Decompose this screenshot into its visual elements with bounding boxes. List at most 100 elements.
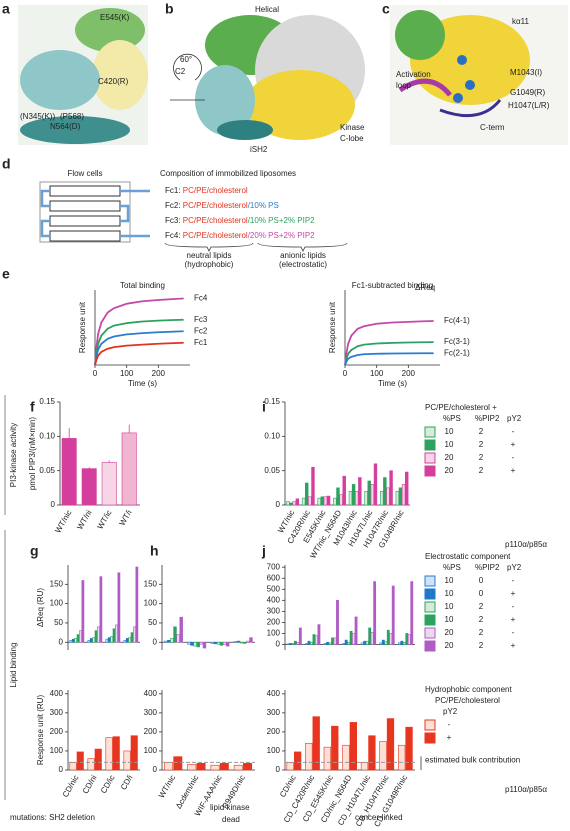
legend-cell: 20 (445, 628, 454, 637)
legend-cell: 20 (445, 641, 454, 650)
series-line (94, 318, 184, 366)
legend-cell: 2 (479, 427, 484, 436)
bar (226, 641, 230, 647)
series-line (344, 341, 434, 366)
x-axis-label: Time (s) (378, 379, 407, 388)
y-tick-label: 100 (144, 599, 158, 608)
liposome-part: /10% PS+2% PIP2 (248, 216, 315, 225)
liposome-row: Fc3: PC/PE/cholesterol/10% PS+2% PIP2 (165, 216, 315, 225)
x-tick-label: WT/nic (157, 774, 177, 800)
bar (105, 737, 113, 771)
chart-title: Fc1-subtracted binding (352, 281, 433, 290)
bar (384, 641, 388, 645)
legend-cell: 10 (445, 615, 454, 624)
legend-cell: 10 (445, 427, 454, 436)
x-tick-label: 0 (343, 369, 348, 378)
legend-cell: 2 (479, 440, 484, 449)
liposome-part: /20% PS+2% PIP2 (248, 231, 315, 240)
legend-cell: 2 (479, 466, 484, 475)
panel-label: b (165, 1, 174, 17)
y-tick-label: 0.15 (264, 397, 280, 406)
bar (349, 630, 353, 645)
legend-cell: 2 (479, 602, 484, 611)
bar (293, 751, 302, 771)
bar (167, 640, 171, 643)
y-tick-label: 0 (59, 637, 64, 646)
bar (69, 762, 77, 771)
bar (355, 490, 359, 506)
panel-label: j (261, 543, 266, 559)
y-tick-label: 400 (267, 595, 281, 604)
y-axis-label: Response unit (RU) (36, 695, 45, 766)
bar (301, 497, 306, 506)
y-axis-label: pmol PIP3/(nM×min) (28, 417, 37, 490)
bar (354, 616, 358, 645)
y-tick-label: 700 (267, 562, 281, 571)
bar (333, 497, 337, 506)
panel-label: f (30, 399, 35, 415)
bar (364, 490, 368, 506)
legend-title: Electrostatic component (425, 552, 511, 561)
structure-label: Activation (396, 70, 431, 79)
x-tick-label: 0 (93, 369, 98, 378)
bar (358, 477, 362, 506)
bar (236, 640, 241, 643)
liposome-row: Fc2: PC/PE/cholesterol/10% PS (165, 201, 279, 210)
bar (133, 626, 136, 643)
series-label: Fc1 (194, 338, 208, 347)
bar (405, 633, 409, 645)
structure-label: 60° (180, 55, 192, 64)
bar (176, 634, 180, 643)
series-line (94, 341, 184, 366)
bar (380, 490, 384, 506)
bar (123, 750, 131, 771)
legend-column: pY2 (507, 414, 522, 423)
structure-label: kα11 (512, 17, 529, 26)
bar (323, 496, 328, 506)
bar (295, 498, 300, 506)
structure-label: G1049(R) (510, 88, 545, 97)
y-tick-label: 500 (267, 584, 281, 593)
bar (94, 630, 98, 643)
bar (360, 762, 369, 771)
structure-label: C-term (480, 123, 505, 132)
bar (308, 496, 312, 506)
note: p110α/p85α (505, 785, 547, 794)
y-tick-label: 600 (267, 573, 281, 582)
bar (291, 643, 295, 645)
y-tick-label: 200 (267, 727, 281, 736)
bar (196, 763, 206, 771)
x-tick-label: CD/i (119, 773, 135, 791)
bar (326, 641, 330, 645)
panel-label: c (382, 1, 390, 17)
series-line (344, 320, 434, 366)
bar (164, 762, 173, 771)
legend-column: pY2 (507, 563, 522, 572)
chart-title: Total binding (120, 281, 165, 290)
bar (342, 744, 350, 771)
bar (125, 638, 129, 643)
legend-cell: + (511, 615, 516, 624)
bar (317, 497, 321, 506)
bottom-label: dead (222, 815, 240, 824)
side-label: Lipid binding (9, 643, 18, 688)
liposome-part: Fc4: (165, 231, 183, 240)
structure-label: (N345(K)) (20, 112, 55, 121)
series-label: Fc(3-1) (444, 337, 470, 346)
legend-cell: + (511, 440, 516, 449)
legend-subtitle: PC/PE/cholesterol (435, 696, 500, 705)
legend-cell: + (447, 733, 452, 742)
bar (395, 490, 400, 506)
bar (386, 629, 390, 645)
bar (123, 640, 127, 643)
bar (81, 468, 97, 506)
bar (328, 642, 332, 645)
legend-cell: - (448, 720, 451, 729)
series-line (344, 352, 434, 366)
comp-title: Composition of immobilized liposomes (160, 169, 296, 178)
y-tick-label: 0.05 (264, 466, 280, 475)
bar (307, 640, 311, 645)
y-tick-label: 100 (267, 746, 281, 755)
x-tick-label: WT/ic (96, 509, 114, 531)
y-tick-label: 50 (148, 618, 157, 627)
